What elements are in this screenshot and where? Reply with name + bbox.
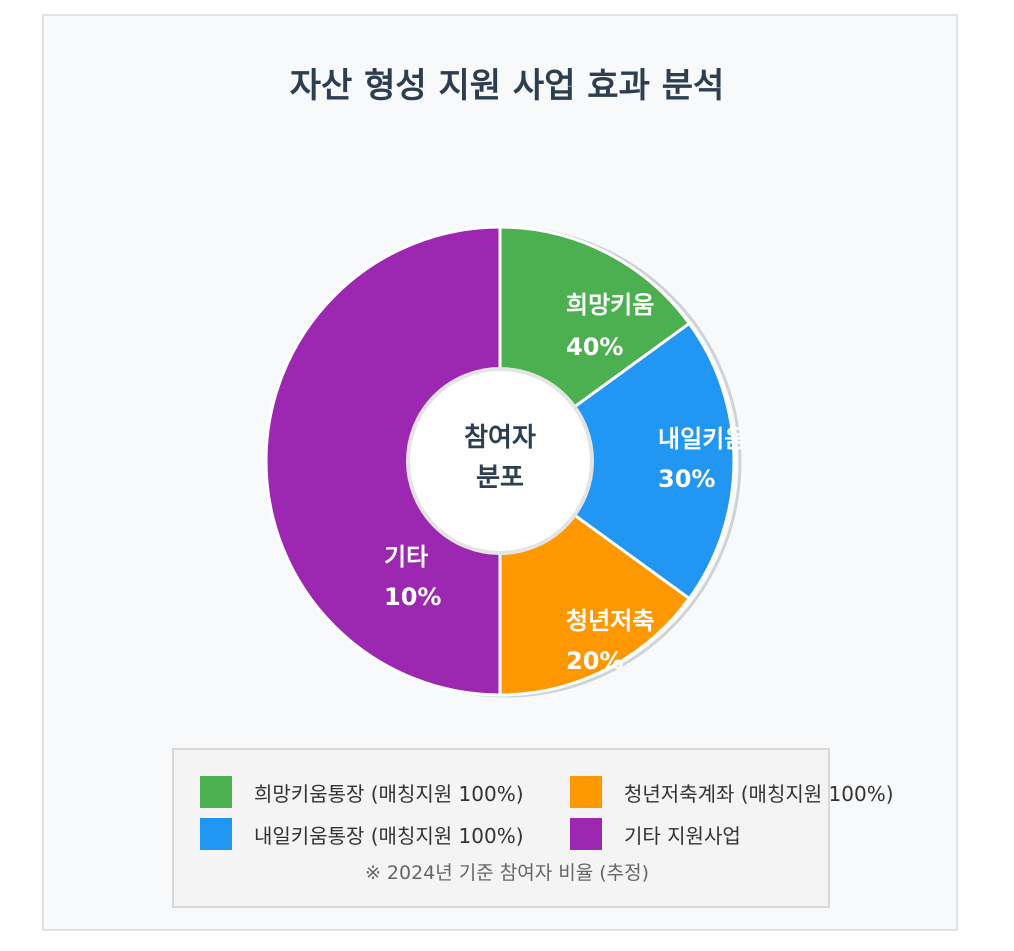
legend-swatch-youth	[570, 776, 602, 808]
slice-value-tomorrow: 30%	[658, 465, 715, 493]
legend-label-tomorrow: 내일키움통장 (매칭지원 100%)	[254, 823, 524, 848]
legend-item-other: 기타 지원사업	[570, 818, 741, 850]
slice-labels: 희망키움 40% 내일키움 30% 청년저축 20% 기타 10%	[384, 291, 746, 675]
legend-label-other: 기타 지원사업	[624, 823, 741, 848]
legend-label-youth: 청년저축계좌 (매칭지원 100%)	[624, 781, 894, 806]
legend-swatch-other	[570, 818, 602, 850]
chart-title: 자산 형성 지원 사업 효과 분석	[289, 66, 725, 106]
slice-label-other: 기타	[384, 543, 428, 571]
slice-label-tomorrow: 내일키움	[658, 425, 746, 453]
legend-swatch-tomorrow	[200, 818, 232, 850]
slice-label-hope: 희망키움	[566, 291, 654, 319]
legend-item-hope: 희망키움통장 (매칭지원 100%)	[200, 776, 524, 808]
legend-swatch-hope	[200, 776, 232, 808]
legend-item-youth: 청년저축계좌 (매칭지원 100%)	[570, 776, 894, 808]
center-label-line2: 분포	[476, 463, 524, 493]
legend-item-tomorrow: 내일키움통장 (매칭지원 100%)	[200, 818, 524, 850]
pie-center-hole	[406, 367, 594, 555]
legend-label-hope: 희망키움통장 (매칭지원 100%)	[254, 781, 524, 806]
pie-slice-other	[264, 225, 502, 697]
pie-slice-tomorrow	[497, 321, 736, 601]
legend: 희망키움통장 (매칭지원 100%) 청년저축계좌 (매칭지원 100%) 내일…	[172, 748, 894, 908]
center-label-line1: 참여자	[464, 423, 536, 453]
footnote: ※ 2024년 기준 참여자 비율 (추정)	[364, 862, 650, 884]
slice-value-youth: 20%	[566, 647, 623, 675]
slice-value-other: 10%	[384, 583, 441, 611]
slice-label-youth: 청년저축	[566, 607, 654, 635]
slice-value-hope: 40%	[566, 333, 623, 361]
